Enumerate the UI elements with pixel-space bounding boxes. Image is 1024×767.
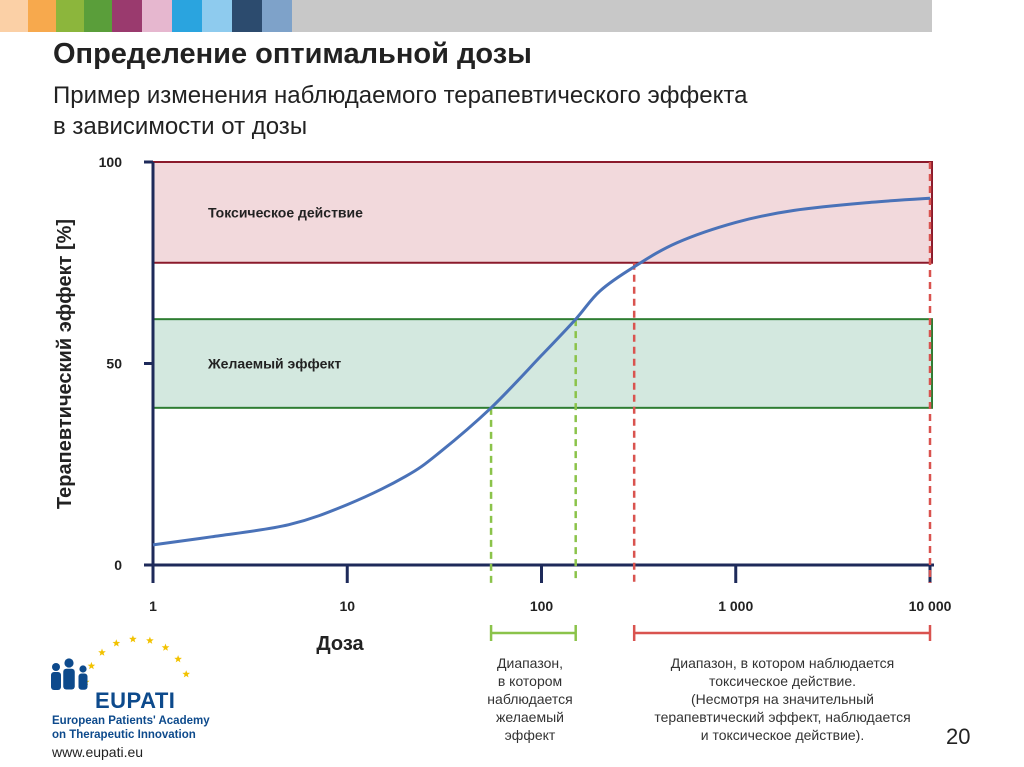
- band-label: Желаемый эффект: [207, 356, 341, 372]
- page-number: 20: [946, 724, 971, 749]
- toxic-range-description: Диапазон, в котором наблюдается токсическ…: [610, 654, 955, 744]
- x-tick-label: 10: [339, 598, 355, 614]
- effect-band: [152, 318, 933, 409]
- logo-tagline-2: on Therapeutic Innovation: [52, 729, 196, 741]
- x-axis-label: Доза: [316, 633, 364, 655]
- subtitle-line-1: Пример изменения наблюдаемого терапевтич…: [53, 82, 748, 109]
- color-bar-block: [56, 0, 84, 32]
- range-description-line: Диапазон,: [497, 655, 563, 671]
- y-tick-label: 50: [106, 356, 122, 372]
- star-icon: [129, 635, 137, 643]
- color-bar-block: [84, 0, 112, 32]
- color-bar-block: [292, 0, 932, 32]
- range-description-line: и токсическое действие).: [700, 727, 865, 743]
- color-bar-block: [0, 0, 28, 32]
- desired-range-description: Диапазон, в котором наблюдается желаемый эфф…: [470, 654, 590, 744]
- person-icon: [64, 658, 74, 668]
- logo-tagline-1: European Patients' Academy: [52, 715, 210, 727]
- x-tick-label: 10 000: [909, 598, 952, 614]
- star-icon: [98, 648, 106, 656]
- range-description-line: терапевтический эффект, наблюдается: [654, 709, 911, 725]
- logo-wordmark: EUPATI: [95, 688, 176, 713]
- x-tick-label: 1 000: [718, 598, 753, 614]
- range-description-line: Диапазон, в котором наблюдается: [670, 655, 895, 671]
- logo-url: www.eupati.eu: [52, 744, 144, 760]
- color-bar-block: [262, 0, 292, 32]
- range-description-line: токсическое действие.: [708, 673, 857, 689]
- page-subtitle: Пример изменения наблюдаемого терапевтич…: [53, 80, 953, 142]
- effect-band: [152, 161, 933, 264]
- dose-response-curve: [152, 196, 931, 547]
- color-bar-block: [172, 0, 202, 32]
- decorative-color-bar: [0, 0, 1024, 32]
- color-bar-block: [232, 0, 262, 32]
- y-tick-label: 0: [114, 557, 122, 573]
- star-icon: [174, 655, 182, 663]
- range-description-line: в котором: [497, 673, 563, 689]
- star-icon: [146, 636, 154, 644]
- range-description-line: (Несмотря на значительный: [691, 691, 874, 707]
- person-icon: [51, 672, 61, 690]
- person-icon: [79, 665, 87, 673]
- star-icon: [161, 643, 170, 651]
- range-description-line: желаемый: [496, 709, 564, 725]
- page-title: Определение оптимальной дозы: [53, 38, 532, 70]
- person-icon: [63, 668, 75, 690]
- star-icon: [182, 670, 190, 678]
- range-description-line: эффект: [504, 727, 556, 743]
- color-bar-block: [202, 0, 232, 32]
- person-icon: [78, 673, 88, 690]
- star-icon: [87, 661, 96, 670]
- x-tick-label: 1: [149, 598, 157, 614]
- range-description-line: наблюдается: [487, 691, 573, 707]
- subtitle-line-2: в зависимости от дозы: [53, 113, 308, 140]
- band-label: Токсическое действие: [208, 204, 363, 220]
- color-bar-block: [142, 0, 172, 32]
- y-axis-label: Терапевтический эффект [%]: [54, 219, 76, 509]
- person-icon: [52, 663, 60, 671]
- color-bar-block: [112, 0, 142, 32]
- star-icon: [112, 639, 121, 647]
- eupati-logo: [51, 635, 190, 690]
- x-tick-label: 100: [530, 598, 554, 614]
- y-tick-label: 100: [99, 154, 123, 170]
- color-bar-block: [28, 0, 56, 32]
